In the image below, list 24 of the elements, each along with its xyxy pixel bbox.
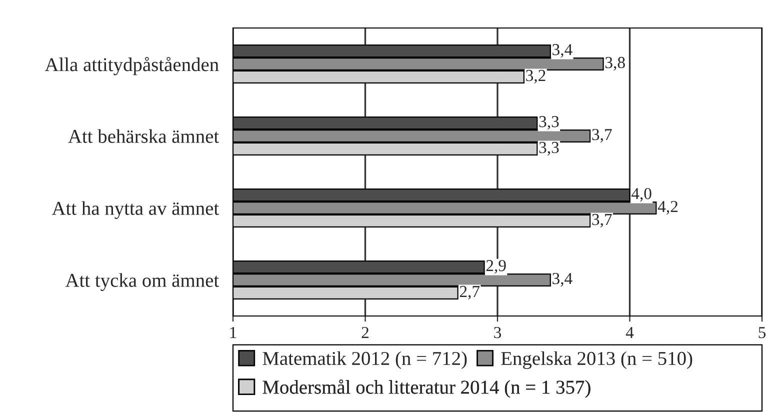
data-label: 3,8 xyxy=(605,56,625,71)
x-tick-label: 4 xyxy=(626,327,634,338)
data-label: 3,4 xyxy=(552,44,572,58)
data-label: 4,2 xyxy=(658,200,678,215)
y-tick-label: Att ha nytta av ämnet xyxy=(52,201,219,219)
x-tick-label: 2 xyxy=(362,326,368,338)
y-tick-label: Alla attitydpåståenden xyxy=(44,56,219,76)
data-label: 3,2 xyxy=(526,70,546,84)
x-tick-label: 3 xyxy=(494,326,502,338)
data-label: 2,7 xyxy=(460,286,480,300)
data-label: 3,7 xyxy=(592,128,612,143)
legend-label: Engelska 2013 (n = 510) xyxy=(501,351,692,370)
data-label: 2,9 xyxy=(486,260,506,274)
data-label: 3,4 xyxy=(552,272,572,287)
legend-label: Matematik 2012 (n = 712) xyxy=(262,351,467,369)
data-label: 4,0 xyxy=(631,188,652,202)
legend-label: Modersmål och litteratur 2014 (n = 1 357) xyxy=(262,380,590,398)
y-tick-label: Att behärska ämnet xyxy=(68,129,219,143)
data-label: 3,3 xyxy=(539,142,559,156)
data-label: 3,3 xyxy=(539,116,559,130)
x-tick-label: 1 xyxy=(230,326,236,338)
data-label: 3,7 xyxy=(592,214,612,228)
x-tick-label: 5 xyxy=(758,327,766,338)
y-tick-label: Att tycka om ämnet xyxy=(65,273,219,291)
